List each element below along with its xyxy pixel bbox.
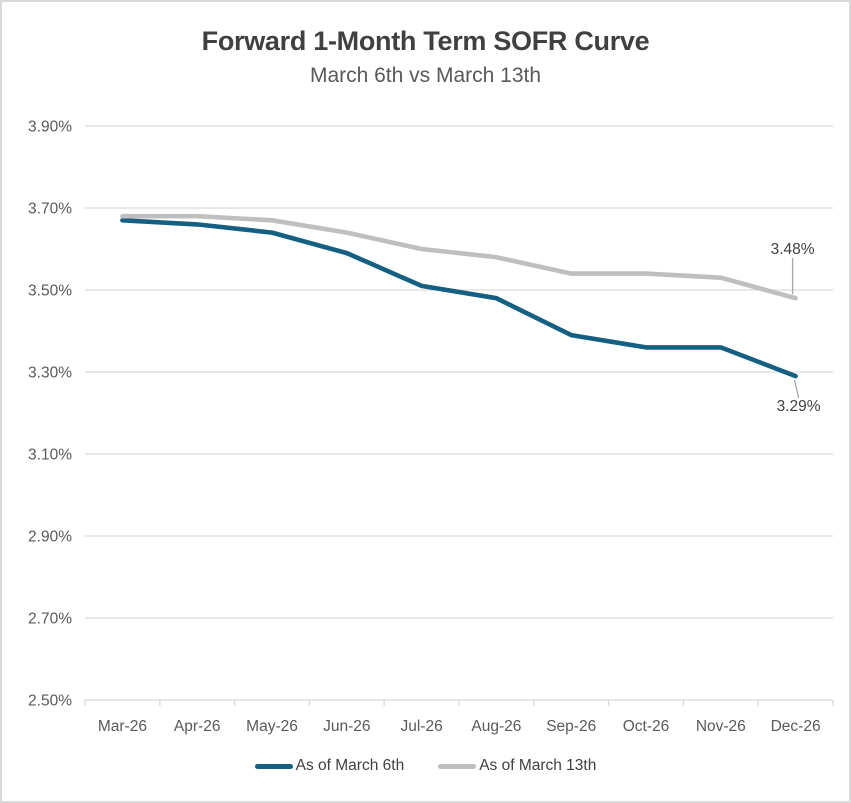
series-line-as-of-march-13th [120, 213, 798, 301]
chart-subtitle: March 6th vs March 13th [309, 64, 542, 87]
legend-item-as-of-march-13th: As of March 13th [438, 757, 596, 775]
y-axis-tick-label: 3.50% [28, 283, 72, 300]
x-axis-tick-label: May-26 [246, 718, 298, 735]
legend-label-as-of-march-6th: As of March 6th [295, 757, 405, 774]
legend-swatch-march-13th-icon [438, 763, 477, 769]
x-axis-tick-label: Jul-26 [400, 718, 442, 735]
y-axis-tick-label: 2.50% [28, 693, 72, 710]
data-label-leader-line [793, 379, 800, 399]
y-axis-tick-label: 2.90% [28, 529, 72, 546]
legend-swatch-march-6th-icon [254, 763, 293, 769]
y-axis-tick-label: 3.70% [28, 201, 72, 218]
y-axis-tick-label: 3.10% [28, 447, 72, 464]
x-axis-tick-label: Dec-26 [771, 718, 821, 735]
x-axis-tick-label: Mar-26 [98, 718, 147, 735]
data-label: 3.48% [771, 241, 815, 258]
x-axis-tick-label: Oct-26 [623, 718, 670, 735]
chart-title: Forward 1-Month Term SOFR Curve [201, 26, 650, 56]
x-axis-tick-label: Jun-26 [323, 718, 370, 735]
x-axis-tick-label: Sep-26 [546, 718, 596, 735]
data-label: 3.29% [777, 398, 821, 415]
x-axis-tick-label: Aug-26 [471, 718, 521, 735]
y-axis-tick-label: 2.70% [28, 611, 72, 628]
x-axis-tick-label: Nov-26 [696, 718, 746, 735]
legend: As of March 6th As of March 13th [0, 757, 851, 775]
legend-item-as-of-march-6th: As of March 6th [254, 757, 405, 775]
legend-label-as-of-march-13th: As of March 13th [479, 757, 597, 774]
series-line-as-of-march-6th [120, 218, 798, 379]
x-axis-tick-label: Apr-26 [174, 718, 221, 735]
y-axis-tick-label: 3.90% [28, 119, 72, 136]
y-axis-tick-label: 3.30% [28, 365, 72, 382]
